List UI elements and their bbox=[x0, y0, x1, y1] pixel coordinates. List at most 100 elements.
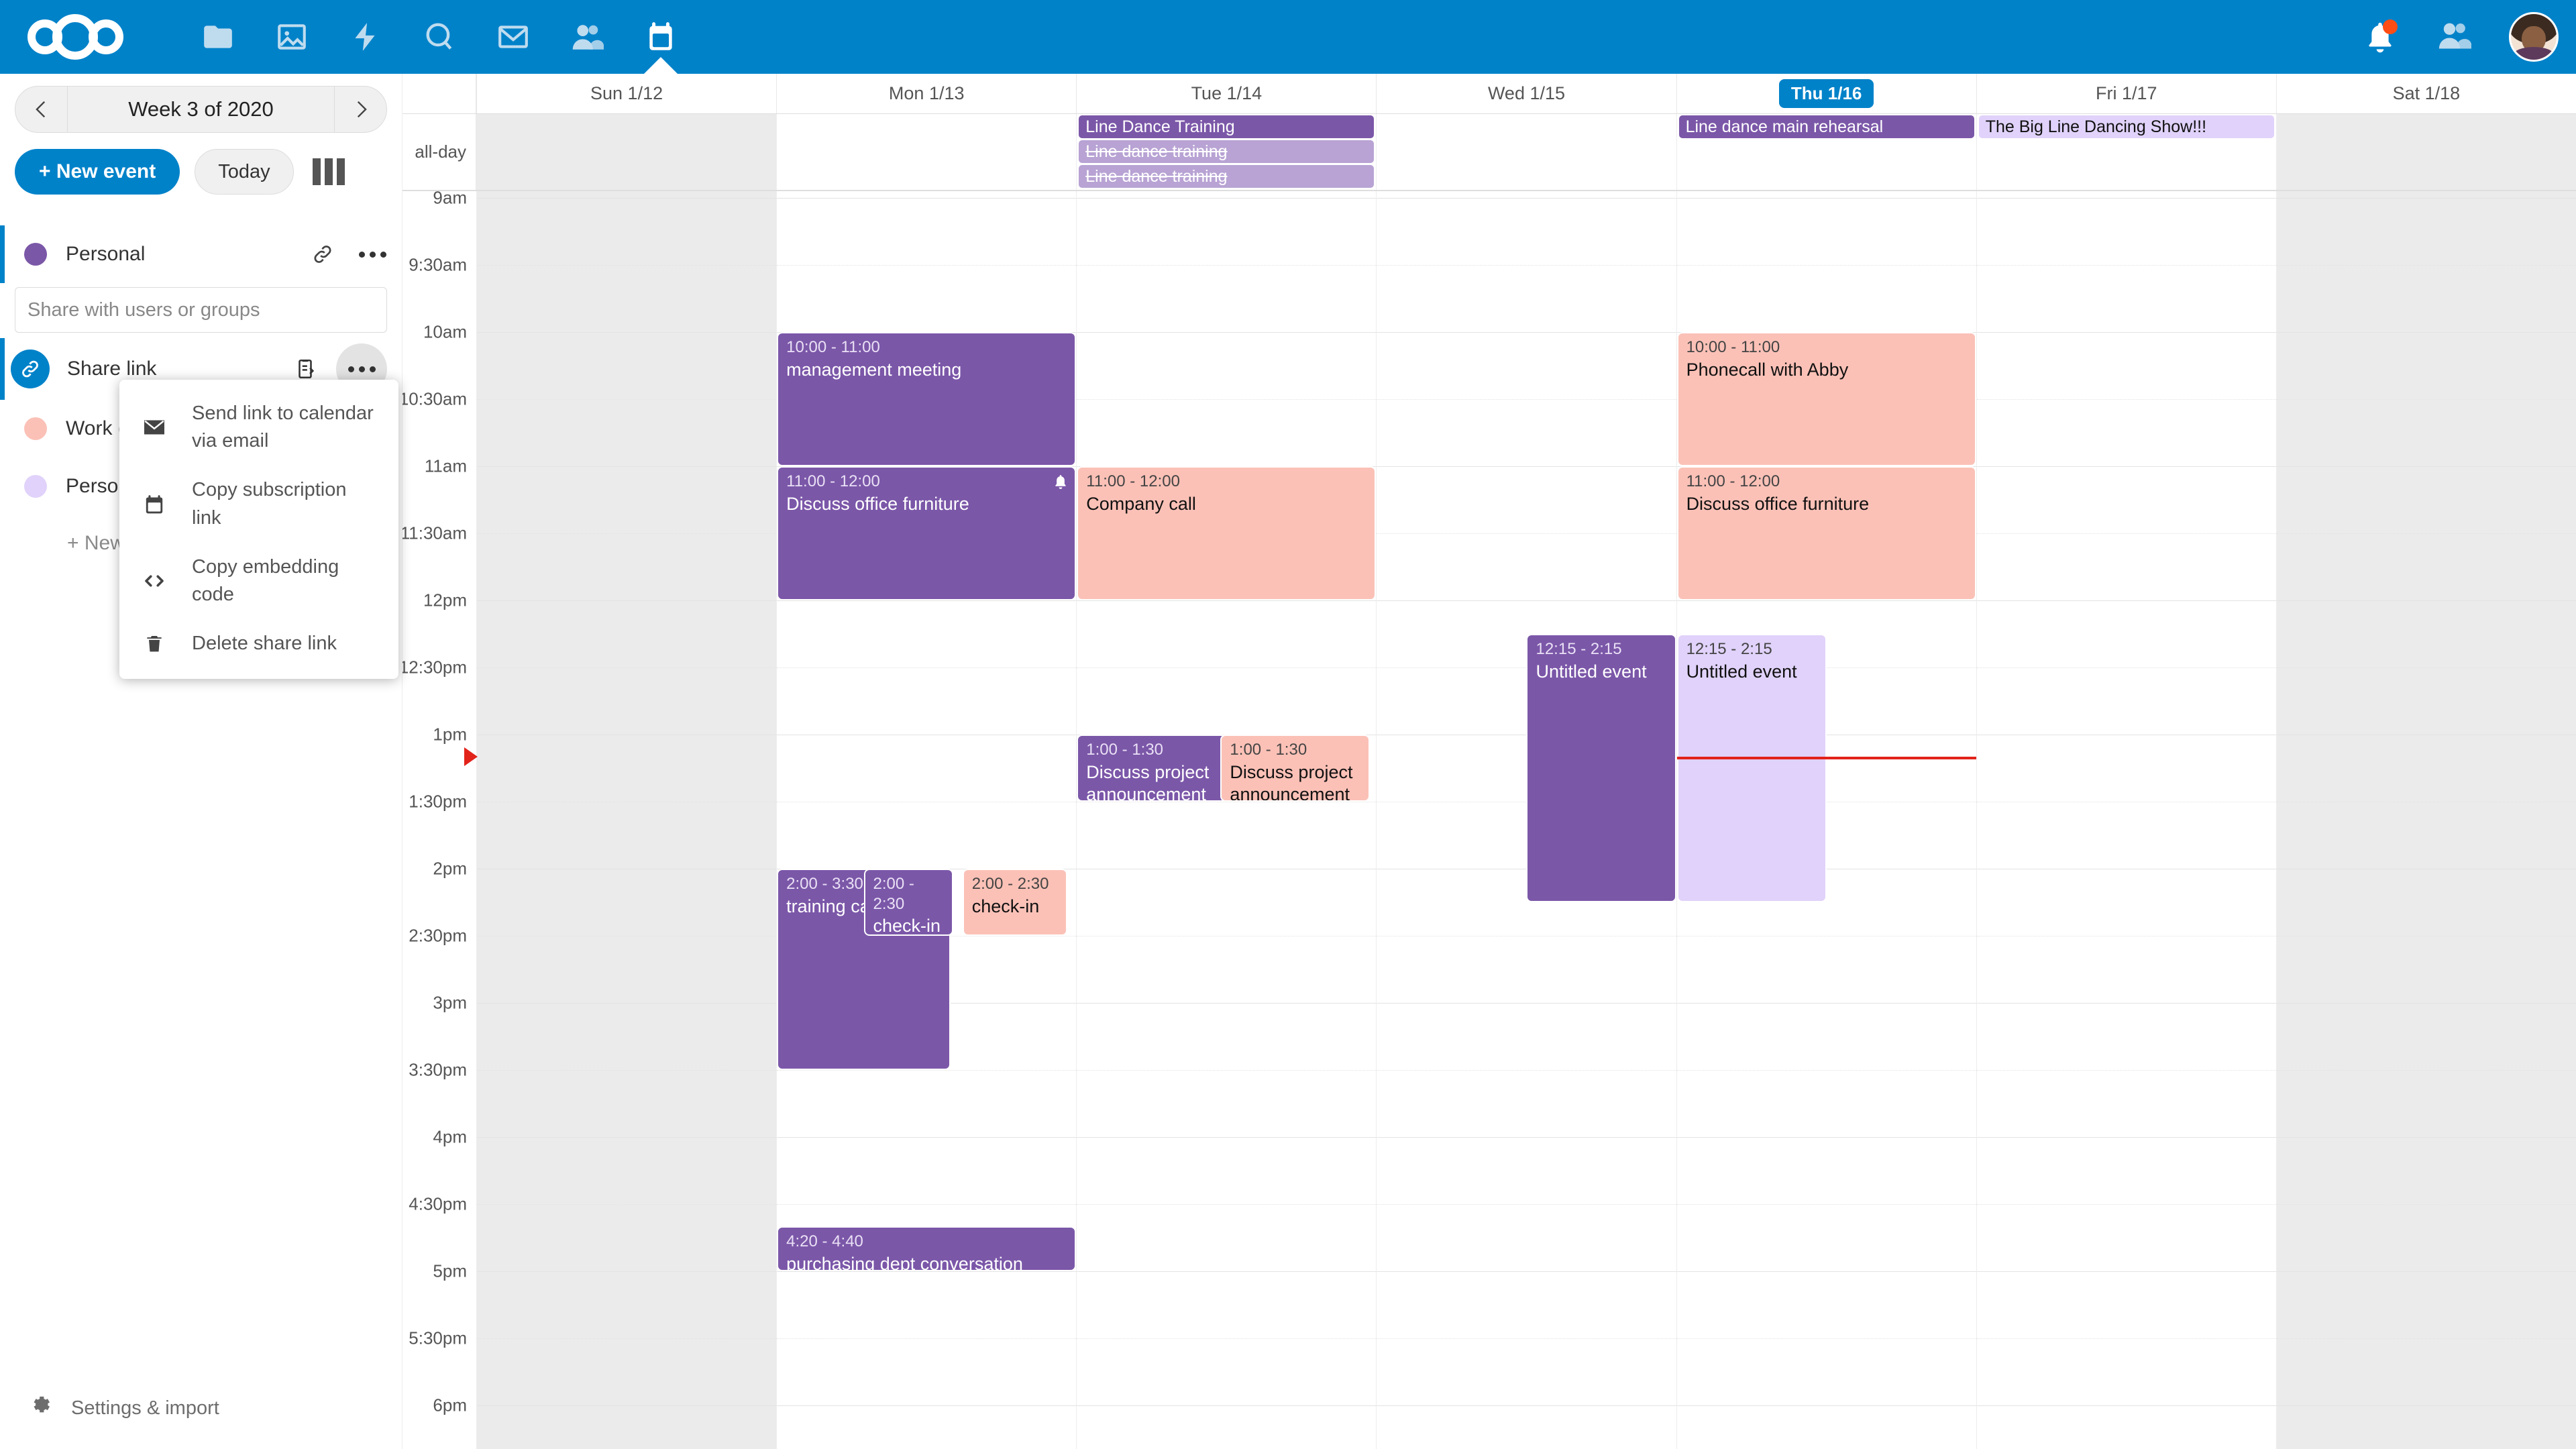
app-navigation bbox=[181, 0, 698, 74]
day-header-2[interactable]: Tue 1/14 bbox=[1076, 74, 1376, 113]
previous-week-button[interactable] bbox=[15, 87, 68, 132]
grid-line bbox=[777, 667, 1077, 668]
nav-mail[interactable] bbox=[476, 0, 550, 74]
event-title: Discuss office furniture bbox=[1686, 493, 1870, 514]
calendar-event[interactable]: 1:00 - 1:30 Discuss project announcement bbox=[1077, 735, 1227, 802]
all-day-event[interactable]: Line dance training bbox=[1079, 140, 1375, 163]
calendar-event[interactable]: 2:00 - 2:30 check-in bbox=[863, 869, 954, 936]
time-label: 11am bbox=[424, 455, 467, 476]
menu-item-label: Copy subscription link bbox=[192, 479, 347, 529]
nav-activity[interactable] bbox=[329, 0, 402, 74]
menu-item-send-link-email[interactable]: Send link to calendar via email bbox=[119, 389, 398, 466]
all-day-column-5[interactable]: The Big Line Dancing Show!!! bbox=[1976, 114, 2276, 190]
event-time: 2:00 - 3:30 bbox=[786, 875, 863, 893]
grid-line bbox=[1377, 1070, 1676, 1071]
grid-line bbox=[1077, 1070, 1377, 1071]
share-link-label: Share link bbox=[67, 358, 157, 380]
calendar-event[interactable]: 10:00 - 11:00 management meeting bbox=[777, 332, 1077, 466]
grid-line bbox=[2276, 1204, 2576, 1205]
avatar[interactable] bbox=[2509, 12, 2559, 62]
copy-link-icon[interactable] bbox=[290, 354, 320, 384]
grid-line bbox=[1976, 533, 2276, 534]
week-label[interactable]: Week 3 of 2020 bbox=[128, 97, 274, 121]
day-column-5[interactable] bbox=[1976, 191, 2276, 1449]
menu-item-label: Delete share link bbox=[192, 633, 337, 655]
time-grid-scroll[interactable]: 9am 9:30am 10am 10:30am 11am 11:30am 12pm 12:30… bbox=[402, 191, 2576, 1449]
grid-line bbox=[2276, 332, 2576, 333]
day-column-4[interactable]: 12:15 - 2:15 Untitled event 10:00 - 11:00 P… bbox=[1676, 191, 1976, 1449]
calendar-event[interactable]: 1:00 - 1:30 Discuss project announcement bbox=[1220, 735, 1371, 802]
day-column-6[interactable] bbox=[2275, 191, 2576, 1449]
event-title: purchasing dept conversation bbox=[786, 1253, 1023, 1271]
calendar-event[interactable]: 2:00 - 2:30 check-in bbox=[962, 869, 1067, 936]
grid-line bbox=[2276, 600, 2576, 601]
today-button[interactable]: Today bbox=[195, 149, 294, 195]
grid-line bbox=[477, 533, 777, 534]
all-day-column-3[interactable] bbox=[1376, 114, 1676, 190]
event-title: Discuss project announcement bbox=[1230, 761, 1353, 802]
alarm-bell-icon bbox=[1052, 473, 1069, 496]
grid-line bbox=[1377, 1338, 1676, 1339]
grid-line bbox=[1676, 1070, 1976, 1071]
settings-and-import-button[interactable]: Settings & import bbox=[0, 1394, 402, 1422]
calendar-more-icon[interactable] bbox=[358, 239, 387, 269]
nav-files[interactable] bbox=[181, 0, 255, 74]
notifications-button[interactable] bbox=[2361, 18, 2399, 56]
contacts-menu-button[interactable] bbox=[2436, 18, 2472, 56]
nav-calendar[interactable] bbox=[624, 0, 698, 74]
nav-photos[interactable] bbox=[255, 0, 329, 74]
day-header-0[interactable]: Sun 1/12 bbox=[476, 74, 776, 113]
event-title: training call bbox=[786, 896, 878, 916]
menu-item-copy-embedding-code[interactable]: Copy embedding code bbox=[119, 543, 398, 619]
grid-line bbox=[1976, 198, 2276, 199]
calendar-event[interactable]: 10:00 - 11:00 Phonecall with Abby bbox=[1676, 332, 1976, 466]
calendar-event[interactable]: 4:20 - 4:40 purchasing dept conversation bbox=[777, 1226, 1077, 1271]
mail-icon bbox=[140, 415, 169, 439]
day-column-2[interactable]: 11:00 - 12:00 Company call 1:00 - 1:30 Disc… bbox=[1076, 191, 1377, 1449]
view-toggle-icon[interactable] bbox=[312, 158, 345, 185]
share-with-users-input[interactable]: Share with users or groups bbox=[15, 287, 387, 333]
share-link-row: Share link bbox=[0, 338, 402, 400]
day-header-4[interactable]: Thu 1/16 bbox=[1676, 74, 1976, 113]
nav-contacts[interactable] bbox=[550, 0, 624, 74]
menu-item-copy-subscription-link[interactable]: Copy subscription link bbox=[119, 466, 398, 542]
share-link-icon[interactable] bbox=[308, 239, 337, 269]
day-column-0[interactable] bbox=[476, 191, 777, 1449]
menu-item-delete-share-link[interactable]: Delete share link bbox=[119, 619, 398, 668]
new-event-button[interactable]: + New event bbox=[15, 149, 180, 195]
nextcloud-logo-icon[interactable] bbox=[27, 12, 124, 62]
next-week-button[interactable] bbox=[334, 87, 386, 132]
calendar-event[interactable]: 12:15 - 2:15 Untitled event bbox=[1526, 634, 1676, 902]
time-axis: 9am 9:30am 10am 10:30am 11am 11:30am 12pm 12:30… bbox=[402, 191, 476, 1449]
all-day-column-1[interactable] bbox=[776, 114, 1076, 190]
time-label: 10:30am bbox=[402, 388, 467, 409]
day-column-1[interactable]: 10:00 - 11:00 management meeting 11:00 - 1… bbox=[776, 191, 1077, 1449]
day-header-6[interactable]: Sat 1/18 bbox=[2275, 74, 2576, 113]
all-day-column-0[interactable] bbox=[476, 114, 777, 190]
all-day-column-6[interactable] bbox=[2275, 114, 2576, 190]
all-day-column-2[interactable]: Line Dance Training Line dance training Li… bbox=[1076, 114, 1376, 190]
time-label: 3pm bbox=[433, 992, 467, 1013]
calendar-item-personal[interactable]: Personal bbox=[0, 225, 402, 283]
all-day-event[interactable]: Line Dance Training bbox=[1079, 115, 1375, 138]
gear-icon bbox=[30, 1394, 52, 1422]
day-header-5[interactable]: Fri 1/17 bbox=[1976, 74, 2276, 113]
all-day-column-4[interactable]: Line dance main rehearsal bbox=[1676, 114, 1976, 190]
day-header-1[interactable]: Mon 1/13 bbox=[776, 74, 1076, 113]
grid-line bbox=[777, 1338, 1077, 1339]
calendar-event[interactable]: 11:00 - 12:00 Company call bbox=[1077, 466, 1377, 600]
day-header-3[interactable]: Wed 1/15 bbox=[1376, 74, 1676, 113]
calendar-event[interactable]: 12:15 - 2:15 Untitled event bbox=[1676, 634, 1827, 902]
day-column-3[interactable]: 12:15 - 2:15 Untitled event bbox=[1376, 191, 1676, 1449]
nav-search[interactable] bbox=[402, 0, 476, 74]
calendar-event[interactable]: 11:00 - 12:00 Discuss office furniture bbox=[777, 466, 1077, 600]
grid-line bbox=[777, 1070, 1077, 1071]
all-day-event[interactable]: Line dance main rehearsal bbox=[1678, 115, 1974, 138]
event-time: 11:00 - 12:00 bbox=[1686, 472, 1780, 490]
calendar-event[interactable]: 11:00 - 12:00 Discuss office furniture bbox=[1676, 466, 1976, 600]
app-header bbox=[0, 0, 2576, 74]
event-title: management meeting bbox=[786, 359, 962, 380]
grid-line bbox=[1377, 1405, 1676, 1406]
all-day-event[interactable]: Line dance training bbox=[1079, 165, 1375, 188]
all-day-event[interactable]: The Big Line Dancing Show!!! bbox=[1978, 115, 2274, 138]
